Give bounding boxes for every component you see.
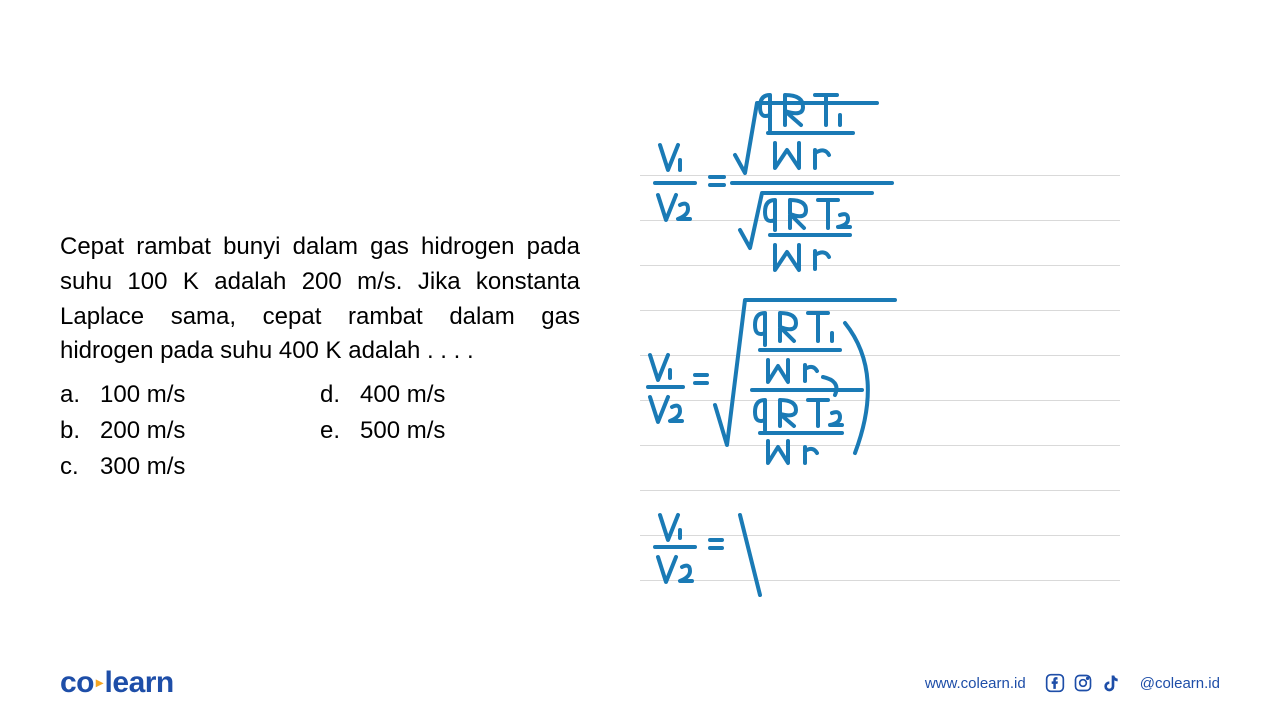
question-block: Cepat rambat bunyi dalam gas hidrogen pa… [60,230,580,485]
instagram-icon [1072,672,1094,694]
option-value: 300 m/s [100,449,320,485]
options-list: a. 100 m/s d. 400 m/s b. 200 m/s e. 500 … [60,377,580,485]
logo-co: co [60,666,94,699]
option-value: 400 m/s [360,377,580,413]
option-value: 500 m/s [360,413,580,449]
handwriting-svg [640,65,1120,605]
option-e: e. 500 m/s [320,413,580,449]
tiktok-icon [1100,672,1122,694]
facebook-icon [1044,672,1066,694]
option-d: d. 400 m/s [320,377,580,413]
footer-url: www.colearn.id [925,675,1026,692]
option-value: 200 m/s [100,413,320,449]
option-c: c. 300 m/s [60,449,320,485]
social-icons [1044,672,1122,694]
option-marker: c. [60,449,100,485]
logo: co▸learn [60,666,174,700]
logo-learn: learn [105,666,174,699]
handwriting-area [640,65,1120,605]
option-marker: b. [60,413,100,449]
option-a: a. 100 m/s [60,377,320,413]
option-b: b. 200 m/s [60,413,320,449]
footer: co▸learn www.colearn.id @colearn.id [60,666,1220,700]
footer-handle: @colearn.id [1140,675,1220,692]
footer-right: www.colearn.id @colearn.id [925,672,1220,694]
option-value: 100 m/s [100,377,320,413]
option-marker: a. [60,377,100,413]
logo-dot: ▸ [96,674,103,691]
option-marker: e. [320,413,360,449]
option-marker: d. [320,377,360,413]
question-text: Cepat rambat bunyi dalam gas hidrogen pa… [60,230,580,369]
